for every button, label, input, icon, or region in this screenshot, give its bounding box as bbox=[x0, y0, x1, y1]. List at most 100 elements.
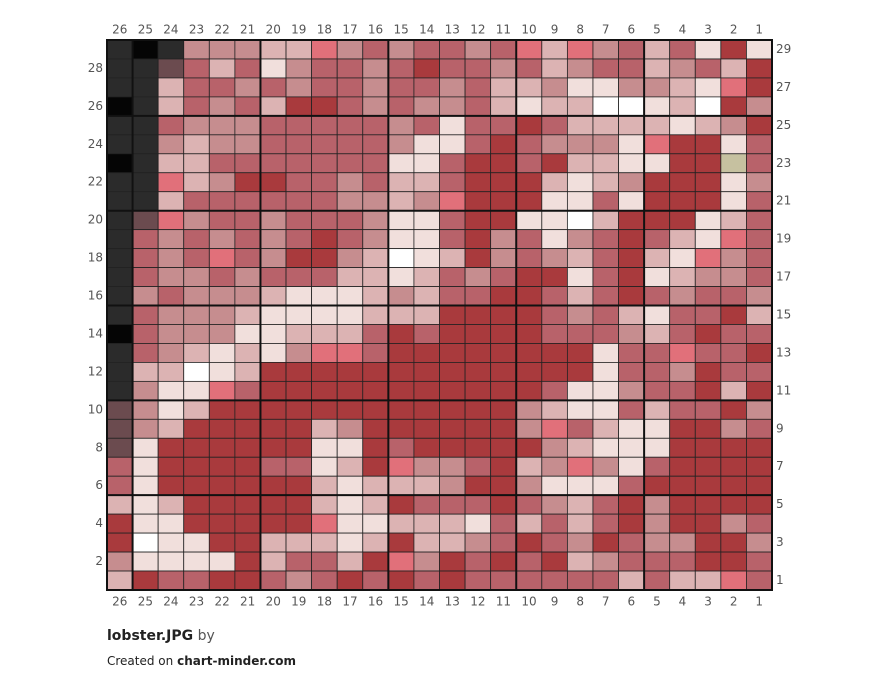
cell bbox=[132, 475, 159, 496]
cell bbox=[362, 77, 389, 98]
cell bbox=[183, 456, 210, 477]
cell bbox=[413, 437, 440, 458]
cell bbox=[464, 58, 492, 79]
cell bbox=[694, 399, 722, 420]
cell bbox=[260, 305, 287, 325]
row-label: 21 bbox=[776, 194, 791, 208]
cell bbox=[490, 456, 517, 477]
cell bbox=[311, 532, 338, 553]
cell bbox=[157, 570, 185, 591]
cell bbox=[669, 494, 696, 515]
cell bbox=[311, 267, 338, 287]
cell bbox=[694, 343, 722, 363]
cell bbox=[618, 191, 645, 212]
row-label: 5 bbox=[776, 497, 784, 511]
cell bbox=[464, 210, 492, 231]
cell bbox=[515, 172, 543, 193]
column-label: 14 bbox=[419, 23, 434, 37]
column-label: 7 bbox=[602, 595, 610, 609]
cell bbox=[669, 513, 696, 534]
cell bbox=[260, 77, 287, 98]
cell bbox=[746, 39, 773, 60]
cell bbox=[669, 191, 696, 212]
cell bbox=[132, 96, 159, 117]
column-label: 19 bbox=[291, 23, 306, 37]
cell bbox=[439, 362, 466, 382]
cell bbox=[387, 532, 415, 553]
cell bbox=[208, 494, 236, 515]
cell bbox=[643, 362, 671, 382]
cell bbox=[669, 399, 696, 420]
cell bbox=[336, 96, 364, 117]
cell bbox=[694, 551, 722, 572]
cell bbox=[746, 191, 773, 212]
cell bbox=[490, 475, 517, 496]
cell bbox=[439, 210, 466, 231]
cell bbox=[541, 380, 568, 401]
cell bbox=[234, 153, 261, 174]
cell bbox=[157, 286, 185, 306]
cell bbox=[541, 191, 568, 212]
cell bbox=[592, 210, 619, 231]
cell bbox=[208, 399, 236, 420]
cell bbox=[362, 153, 389, 174]
cell bbox=[132, 324, 159, 344]
cell bbox=[183, 248, 210, 268]
cell bbox=[183, 96, 210, 117]
cell bbox=[413, 96, 440, 117]
column-label: 12 bbox=[470, 23, 485, 37]
cell bbox=[541, 286, 568, 306]
column-label: 22 bbox=[214, 23, 229, 37]
cell bbox=[720, 513, 747, 534]
cell bbox=[694, 248, 722, 268]
cell bbox=[515, 191, 543, 212]
cell bbox=[362, 551, 389, 572]
row-label: 18 bbox=[88, 251, 103, 265]
cell bbox=[566, 570, 594, 591]
cell bbox=[362, 437, 389, 458]
cell bbox=[618, 96, 645, 117]
cell bbox=[464, 248, 492, 268]
cell bbox=[336, 305, 364, 325]
cell bbox=[490, 343, 517, 363]
cell bbox=[515, 570, 543, 591]
cell bbox=[260, 551, 287, 572]
cell bbox=[157, 513, 185, 534]
cell bbox=[694, 513, 722, 534]
cell bbox=[541, 153, 568, 174]
cell bbox=[464, 380, 492, 401]
cell bbox=[413, 39, 440, 60]
cell bbox=[464, 399, 492, 420]
cell bbox=[566, 172, 594, 193]
row-label: 8 bbox=[95, 440, 103, 454]
column-label: 15 bbox=[393, 23, 408, 37]
cell bbox=[260, 39, 287, 60]
cell bbox=[157, 248, 185, 268]
cell bbox=[234, 134, 261, 155]
cell bbox=[618, 494, 645, 515]
cell bbox=[515, 77, 543, 98]
cell bbox=[183, 172, 210, 193]
cell bbox=[618, 532, 645, 553]
cell bbox=[106, 77, 133, 98]
cell bbox=[208, 551, 236, 572]
cell bbox=[618, 570, 645, 591]
cell bbox=[183, 437, 210, 458]
cell bbox=[515, 229, 543, 250]
cell bbox=[618, 418, 645, 439]
cell bbox=[669, 532, 696, 553]
cell bbox=[669, 437, 696, 458]
cell bbox=[618, 380, 645, 401]
cell bbox=[746, 513, 773, 534]
cell bbox=[157, 305, 185, 325]
cell bbox=[234, 418, 261, 439]
cell bbox=[566, 305, 594, 325]
cell bbox=[285, 475, 313, 496]
cell bbox=[311, 475, 338, 496]
column-label: 2 bbox=[730, 23, 738, 37]
column-label: 24 bbox=[163, 595, 178, 609]
cell bbox=[439, 77, 466, 98]
cell bbox=[362, 399, 389, 420]
